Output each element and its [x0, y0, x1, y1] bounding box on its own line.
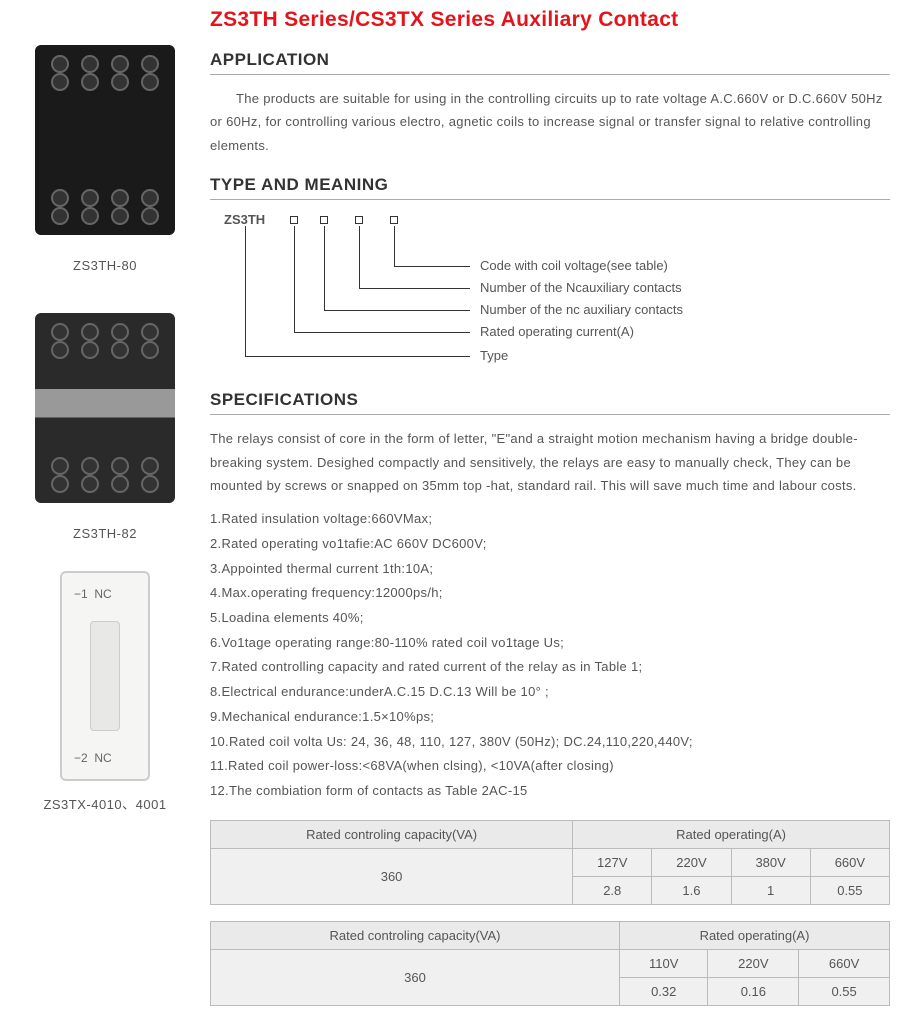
cell-curr: 0.55: [810, 876, 889, 904]
cell-volt: 660V: [799, 949, 890, 977]
diagram-box: [390, 216, 398, 224]
spec-item: 10.Rated coil volta Us: 24, 36, 48, 110,…: [210, 730, 890, 755]
page-title: ZS3TH Series/CS3TX Series Auxiliary Cont…: [210, 8, 890, 32]
spec-item: 8.Electrical endurance:underA.C.15 D.C.1…: [210, 680, 890, 705]
cell-capacity: 360: [211, 848, 573, 904]
cell-curr: 2.8: [573, 876, 652, 904]
diagram-callout: Number of the nc auxiliary contacts: [480, 302, 683, 317]
cell-volt: 660V: [810, 848, 889, 876]
product-sidebar: ZS3TH-80 ZS3TH-82 −1 NC −2 NC: [0, 0, 200, 1026]
th-operating: Rated operating(A): [619, 921, 889, 949]
cell-curr: 0.32: [619, 977, 708, 1005]
cell-curr: 1: [731, 876, 810, 904]
cell-volt: 220V: [652, 848, 731, 876]
product-image-3: −1 NC −2 NC: [30, 566, 180, 786]
type-meaning-diagram: ZS3TH Code with coil voltage(see table) …: [210, 212, 890, 372]
ratings-table-1: Rated controling capacity(VA) Rated oper…: [210, 820, 890, 905]
diagram-box: [355, 216, 363, 224]
section-heading-application: APPLICATION: [210, 50, 890, 75]
section-heading-spec: SPECIFICATIONS: [210, 390, 890, 415]
diagram-callout: Number of the Ncauxiliary contacts: [480, 280, 682, 295]
product-image-2: [30, 298, 180, 518]
product-block: ZS3TH-80: [20, 30, 190, 273]
application-text: The products are suitable for using in t…: [210, 87, 890, 157]
cell-curr: 0.16: [708, 977, 799, 1005]
spec-item: 3.Appointed thermal current 1th:10A;: [210, 557, 890, 582]
spec-item: 2.Rated operating vo1tafie:AC 660V DC600…: [210, 532, 890, 557]
product-block: ZS3TH-82: [20, 298, 190, 541]
spec-list: 1.Rated insulation voltage:660VMax; 2.Ra…: [210, 507, 890, 803]
product-label: ZS3TX-4010、4001: [20, 794, 190, 813]
table-row: Rated controling capacity(VA) Rated oper…: [211, 820, 890, 848]
cell-volt: 380V: [731, 848, 810, 876]
product-block: −1 NC −2 NC ZS3TX-4010、4001: [20, 566, 190, 813]
th-capacity: Rated controling capacity(VA): [211, 820, 573, 848]
diagram-box: [320, 216, 328, 224]
product-label: ZS3TH-80: [20, 258, 190, 273]
spec-item: 4.Max.operating frequency:12000ps/h;: [210, 581, 890, 606]
spec-item: 5.Loadina elements 40%;: [210, 606, 890, 631]
th-operating: Rated operating(A): [573, 820, 890, 848]
table-row: 360 110V 220V 660V: [211, 949, 890, 977]
spec-item: 12.The combiation form of contacts as Ta…: [210, 779, 890, 804]
cell-volt: 110V: [619, 949, 708, 977]
cell-curr: 1.6: [652, 876, 731, 904]
content-column: ZS3TH Series/CS3TX Series Auxiliary Cont…: [200, 0, 900, 1026]
section-heading-type: TYPE AND MEANING: [210, 175, 890, 200]
diagram-box: [290, 216, 298, 224]
spec-item: 9.Mechanical endurance:1.5×10%ps;: [210, 705, 890, 730]
cell-volt: 127V: [573, 848, 652, 876]
spec-intro: The relays consist of core in the form o…: [210, 427, 890, 497]
spec-item: 1.Rated insulation voltage:660VMax;: [210, 507, 890, 532]
spec-item: 7.Rated controlling capacity and rated c…: [210, 655, 890, 680]
cell-curr: 0.55: [799, 977, 890, 1005]
diagram-callout: Code with coil voltage(see table): [480, 258, 668, 273]
cell-capacity: 360: [211, 949, 620, 1005]
cell-volt: 220V: [708, 949, 799, 977]
table-row: Rated controling capacity(VA) Rated oper…: [211, 921, 890, 949]
ratings-table-2: Rated controling capacity(VA) Rated oper…: [210, 921, 890, 1006]
product-image-1: [30, 30, 180, 250]
diagram-callout: Rated operating current(A): [480, 324, 634, 339]
spec-item: 11.Rated coil power-loss:<68VA(when clsi…: [210, 754, 890, 779]
product-label: ZS3TH-82: [20, 526, 190, 541]
spec-item: 6.Vo1tage operating range:80-110% rated …: [210, 631, 890, 656]
th-capacity: Rated controling capacity(VA): [211, 921, 620, 949]
diagram-prefix: ZS3TH: [224, 212, 265, 227]
page-layout: ZS3TH-80 ZS3TH-82 −1 NC −2 NC: [0, 0, 900, 1026]
diagram-callout: Type: [480, 348, 508, 363]
table-row: 360 127V 220V 380V 660V: [211, 848, 890, 876]
